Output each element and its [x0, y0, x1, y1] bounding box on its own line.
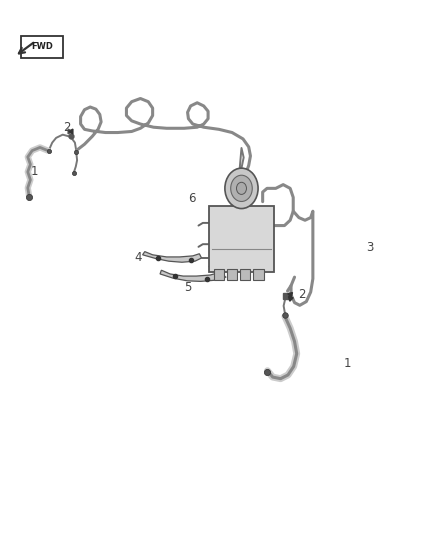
- Circle shape: [225, 168, 258, 208]
- Text: 6: 6: [188, 192, 196, 205]
- Text: 1: 1: [31, 165, 39, 179]
- Text: 4: 4: [134, 252, 142, 264]
- FancyBboxPatch shape: [253, 269, 264, 280]
- FancyBboxPatch shape: [227, 269, 237, 280]
- Text: 5: 5: [184, 281, 191, 294]
- FancyBboxPatch shape: [21, 36, 63, 58]
- Text: 2: 2: [64, 120, 71, 134]
- Circle shape: [237, 182, 247, 195]
- Text: 2: 2: [298, 288, 306, 301]
- Polygon shape: [160, 270, 220, 281]
- FancyBboxPatch shape: [214, 269, 224, 280]
- Circle shape: [231, 175, 252, 201]
- FancyBboxPatch shape: [208, 206, 275, 272]
- Text: FWD: FWD: [31, 42, 53, 51]
- Text: 3: 3: [366, 241, 373, 254]
- Polygon shape: [143, 252, 201, 262]
- Text: 1: 1: [344, 357, 352, 370]
- FancyBboxPatch shape: [240, 269, 251, 280]
